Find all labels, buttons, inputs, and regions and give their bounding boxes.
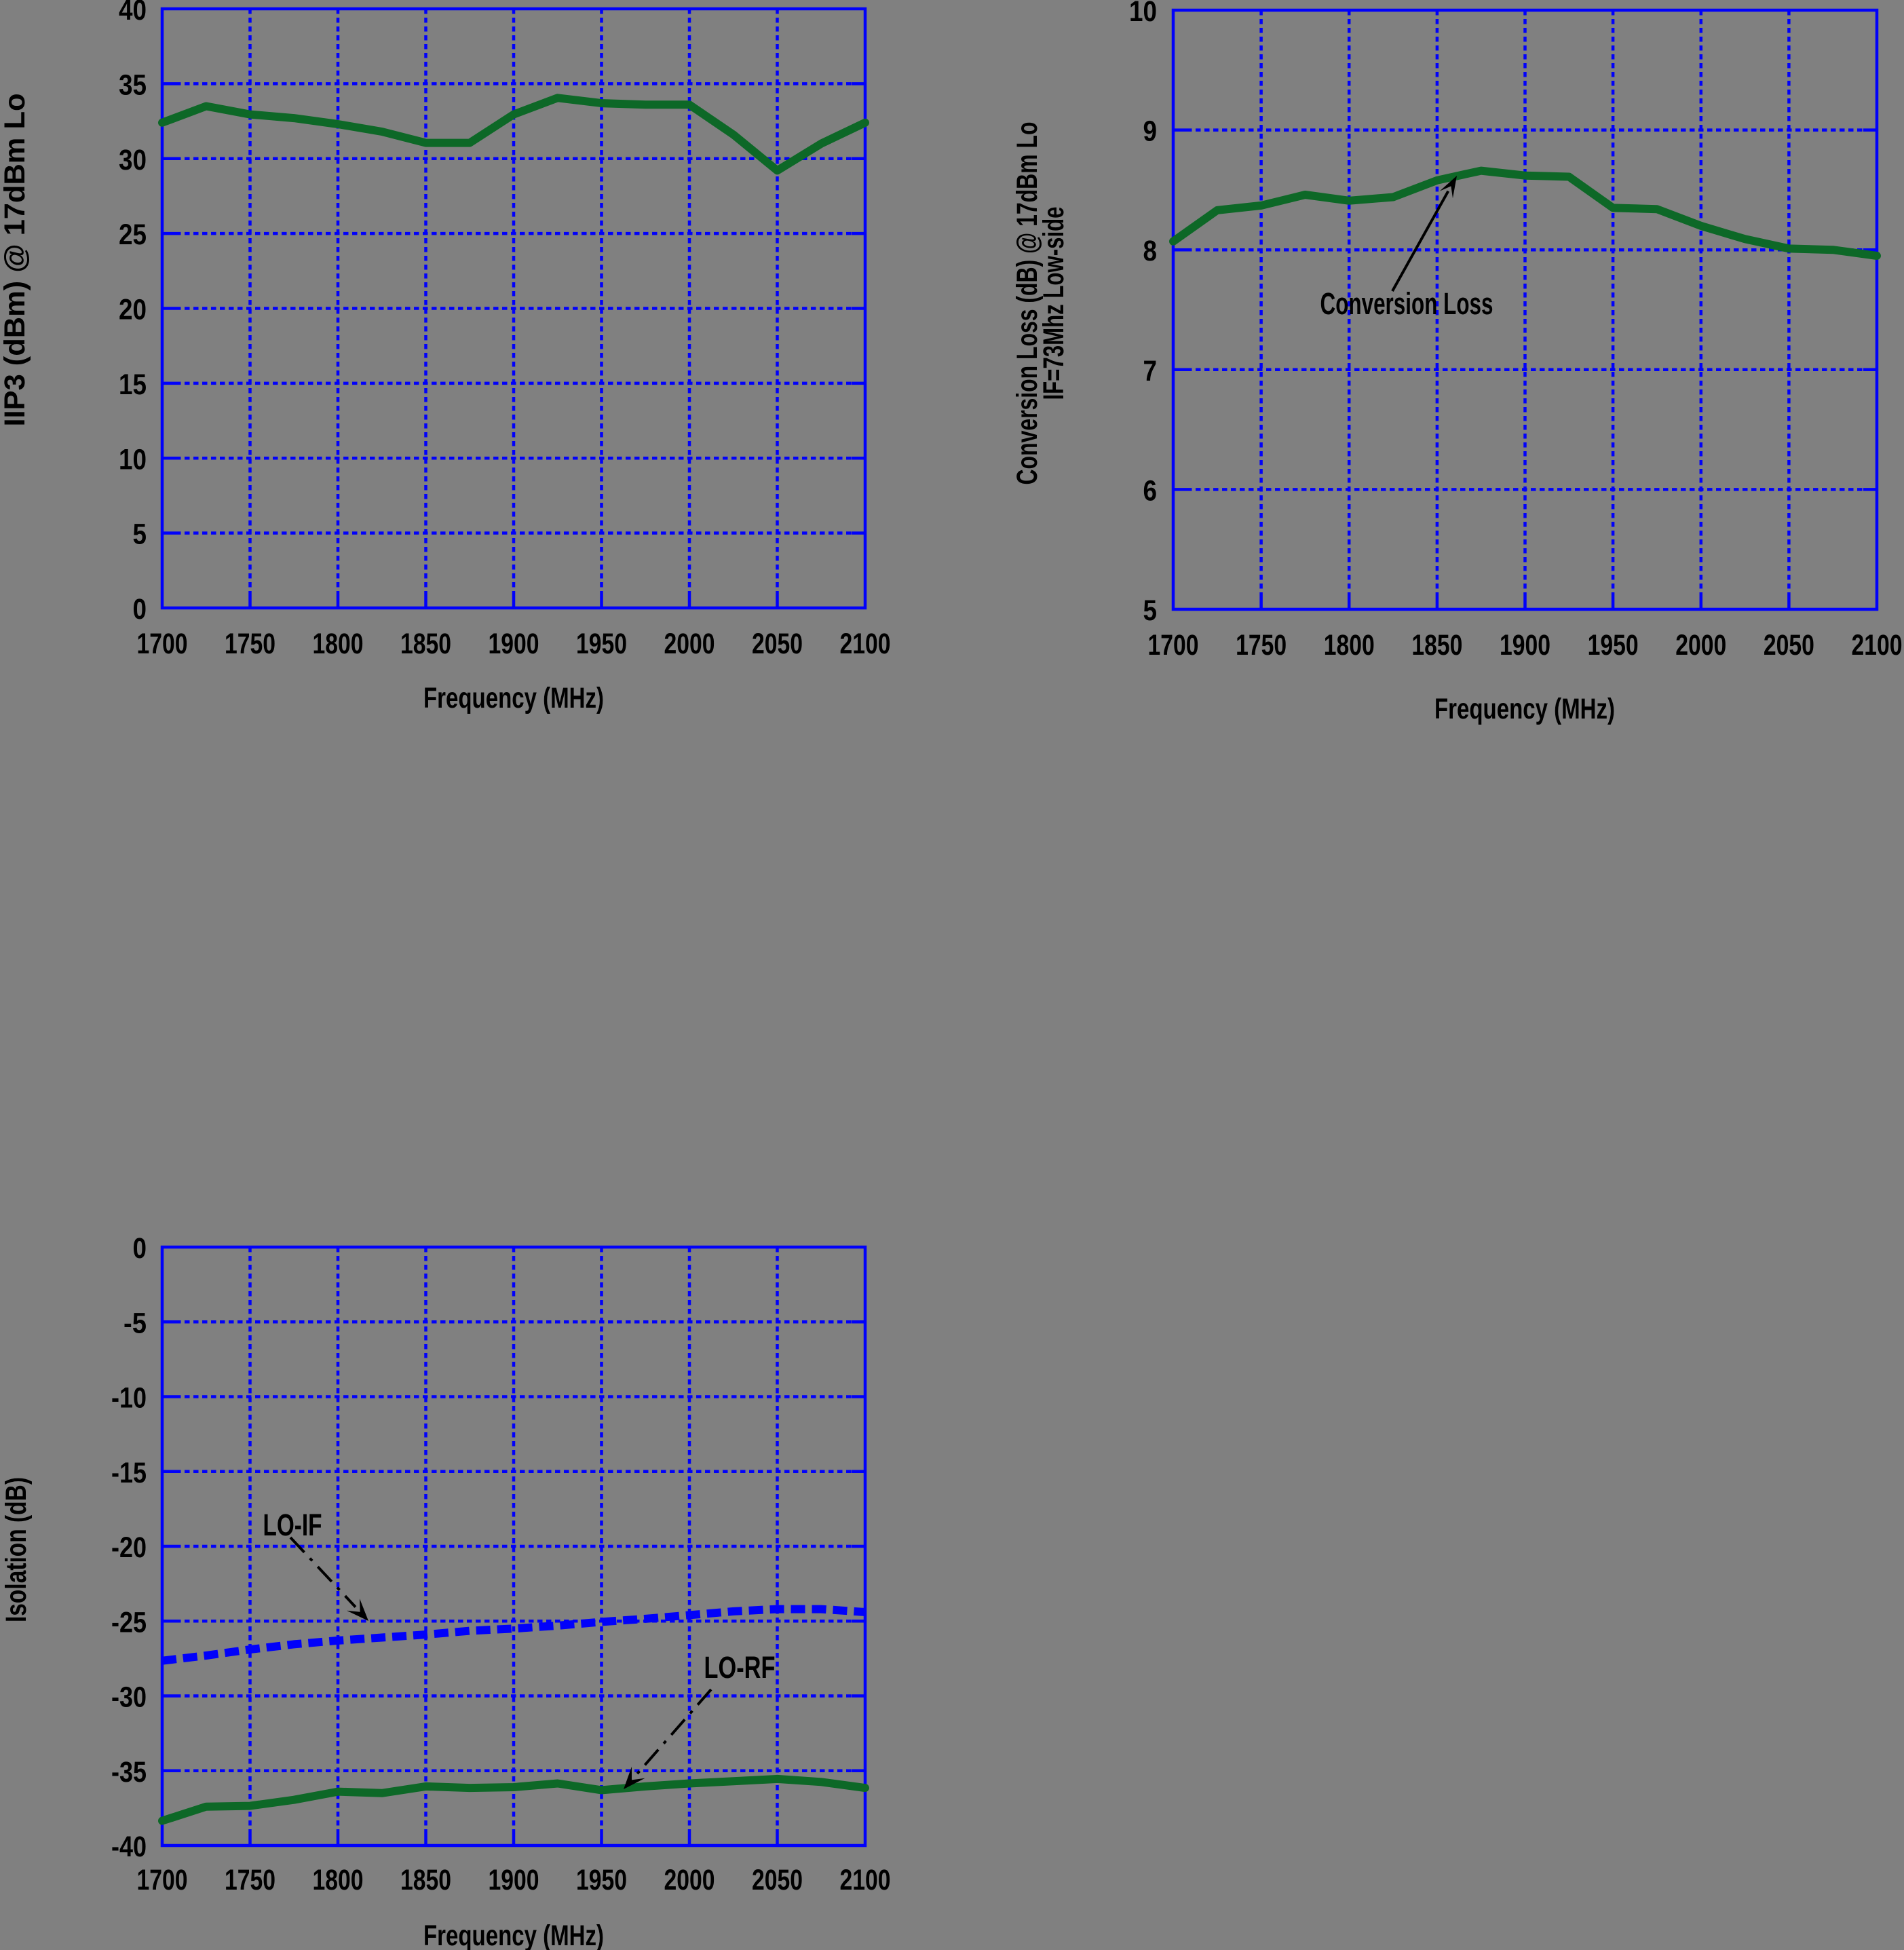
svg-text:-5: -5 bbox=[123, 1307, 147, 1339]
svg-text:15: 15 bbox=[119, 369, 147, 401]
svg-text:1750: 1750 bbox=[1236, 630, 1287, 662]
svg-text:1700: 1700 bbox=[137, 628, 188, 660]
svg-text:0: 0 bbox=[133, 1233, 147, 1265]
svg-text:Frequency (MHz): Frequency (MHz) bbox=[423, 1919, 604, 1950]
svg-text:1800: 1800 bbox=[1324, 630, 1375, 662]
svg-text:2000: 2000 bbox=[1675, 630, 1726, 662]
svg-text:2050: 2050 bbox=[1764, 630, 1814, 662]
svg-text:-35: -35 bbox=[111, 1757, 147, 1789]
svg-text:2000: 2000 bbox=[664, 628, 715, 660]
svg-text:1800: 1800 bbox=[313, 628, 364, 660]
svg-text:2050: 2050 bbox=[752, 1865, 803, 1896]
svg-text:-10: -10 bbox=[111, 1383, 147, 1415]
svg-text:1900: 1900 bbox=[489, 1865, 539, 1896]
svg-text:1900: 1900 bbox=[1500, 630, 1550, 662]
svg-text:8: 8 bbox=[1143, 235, 1158, 267]
svg-text:Frequency (MHz): Frequency (MHz) bbox=[1434, 693, 1615, 725]
svg-text:20: 20 bbox=[119, 294, 147, 326]
svg-text:1850: 1850 bbox=[400, 628, 451, 660]
svg-text:6: 6 bbox=[1143, 475, 1158, 507]
svg-text:2100: 2100 bbox=[840, 628, 891, 660]
svg-text:2000: 2000 bbox=[664, 1865, 715, 1896]
svg-text:-25: -25 bbox=[111, 1607, 147, 1639]
svg-text:0: 0 bbox=[133, 594, 147, 626]
svg-text:1950: 1950 bbox=[576, 628, 627, 660]
svg-text:25: 25 bbox=[119, 219, 147, 251]
svg-text:10: 10 bbox=[119, 444, 147, 476]
svg-text:5: 5 bbox=[133, 519, 147, 551]
svg-text:1700: 1700 bbox=[1148, 630, 1199, 662]
svg-text:-30: -30 bbox=[111, 1682, 147, 1714]
svg-text:1700: 1700 bbox=[137, 1865, 188, 1896]
svg-text:Isolation (dB): Isolation (dB) bbox=[0, 1477, 33, 1622]
svg-text:35: 35 bbox=[119, 69, 147, 101]
svg-text:Frequency (MHz): Frequency (MHz) bbox=[423, 682, 604, 714]
svg-text:1750: 1750 bbox=[225, 1865, 275, 1896]
svg-text:2100: 2100 bbox=[1852, 630, 1903, 662]
svg-text:IF=73Mhz Low-side: IF=73Mhz Low-side bbox=[1037, 207, 1070, 400]
svg-text:1950: 1950 bbox=[576, 1865, 627, 1896]
svg-text:-20: -20 bbox=[111, 1532, 147, 1564]
svg-text:2050: 2050 bbox=[752, 628, 803, 660]
svg-text:9: 9 bbox=[1143, 116, 1158, 148]
svg-text:2100: 2100 bbox=[840, 1865, 891, 1896]
svg-text:5: 5 bbox=[1143, 595, 1158, 627]
svg-text:1850: 1850 bbox=[1411, 630, 1462, 662]
svg-text:1850: 1850 bbox=[400, 1865, 451, 1896]
svg-text:10: 10 bbox=[1129, 0, 1157, 28]
svg-text:Conversion Loss (dB) @ 17dBm L: Conversion Loss (dB) @ 17dBm Lo bbox=[1011, 122, 1044, 485]
svg-text:LO-RF: LO-RF bbox=[704, 1650, 776, 1685]
svg-text:1750: 1750 bbox=[225, 628, 275, 660]
svg-text:1950: 1950 bbox=[1588, 630, 1639, 662]
svg-text:40: 40 bbox=[119, 0, 147, 26]
svg-text:7: 7 bbox=[1143, 356, 1158, 387]
svg-text:LO-IF: LO-IF bbox=[263, 1508, 322, 1542]
svg-text:-40: -40 bbox=[111, 1831, 147, 1863]
svg-text:Conversion Loss: Conversion Loss bbox=[1320, 286, 1493, 321]
svg-text:-15: -15 bbox=[111, 1457, 147, 1489]
svg-text:1900: 1900 bbox=[489, 628, 539, 660]
svg-text:1800: 1800 bbox=[313, 1865, 364, 1896]
svg-text:30: 30 bbox=[119, 145, 147, 176]
svg-text:IIP3 (dBm) @ 17dBm Lo: IIP3 (dBm) @ 17dBm Lo bbox=[0, 93, 31, 426]
